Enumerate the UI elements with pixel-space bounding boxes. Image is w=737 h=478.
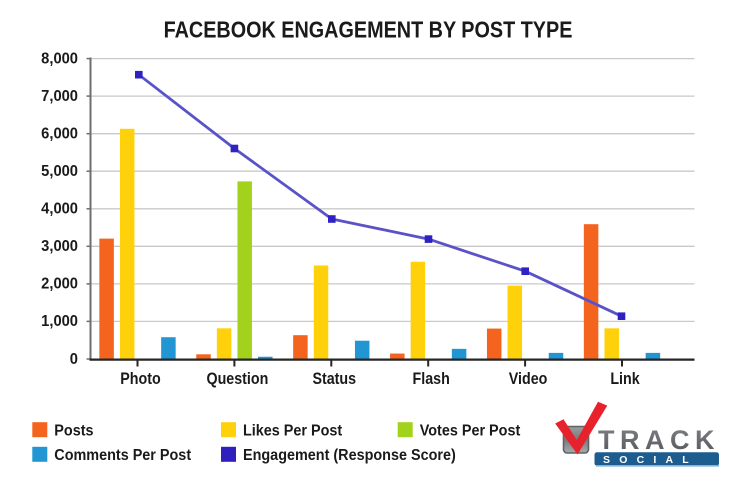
svg-text:TRACK: TRACK <box>598 425 720 455</box>
svg-text:Link: Link <box>610 370 640 388</box>
svg-text:Status: Status <box>312 370 356 388</box>
svg-text:7,000: 7,000 <box>41 88 78 105</box>
svg-text:8,000: 8,000 <box>41 50 78 67</box>
svg-text:6,000: 6,000 <box>41 125 78 142</box>
svg-text:Posts: Posts <box>54 422 93 440</box>
svg-text:1,000: 1,000 <box>41 313 78 330</box>
svg-text:SOCIAL: SOCIAL <box>603 454 698 466</box>
svg-text:3,000: 3,000 <box>41 238 78 255</box>
svg-text:Engagement (Response Score): Engagement (Response Score) <box>243 446 456 464</box>
svg-text:Video: Video <box>509 370 548 388</box>
svg-text:2,000: 2,000 <box>41 275 78 292</box>
svg-text:FACEBOOK ENGAGEMENT BY POST TY: FACEBOOK ENGAGEMENT BY POST TYPE <box>164 17 573 43</box>
svg-text:Question: Question <box>206 370 268 388</box>
svg-text:Votes Per Post: Votes Per Post <box>420 422 521 440</box>
svg-text:Likes Per Post: Likes Per Post <box>243 422 342 440</box>
svg-text:Photo: Photo <box>120 370 160 388</box>
svg-text:0: 0 <box>70 350 78 367</box>
svg-text:Comments Per Post: Comments Per Post <box>54 446 191 464</box>
svg-text:4,000: 4,000 <box>41 200 78 217</box>
svg-text:5,000: 5,000 <box>41 163 78 180</box>
svg-text:Flash: Flash <box>413 370 450 388</box>
